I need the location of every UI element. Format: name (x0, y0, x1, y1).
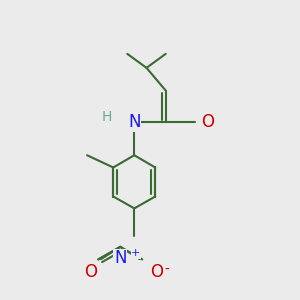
Text: -: - (164, 263, 169, 277)
Text: N: N (128, 113, 140, 131)
Text: +: + (131, 248, 140, 258)
Text: N: N (114, 249, 127, 267)
Text: O: O (201, 113, 214, 131)
Text: O: O (150, 263, 163, 281)
Text: O: O (84, 263, 97, 281)
Text: H: H (101, 110, 112, 124)
